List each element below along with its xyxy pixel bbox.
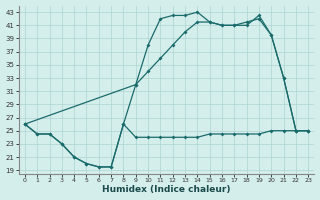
X-axis label: Humidex (Indice chaleur): Humidex (Indice chaleur) bbox=[102, 185, 231, 194]
